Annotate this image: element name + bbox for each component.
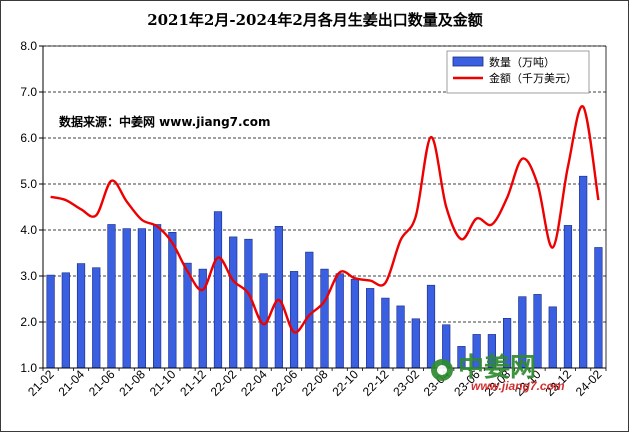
bar [92, 267, 101, 369]
bar [411, 318, 420, 369]
x-tick-label: 23-02 [390, 367, 422, 399]
line-series [50, 105, 600, 334]
bar [183, 262, 192, 369]
x-tick-label: 21-12 [177, 367, 209, 399]
bar [548, 306, 557, 369]
y-tick-label: 4.0 [20, 223, 37, 237]
x-tick-label: 24-02 [573, 367, 605, 399]
bar [320, 268, 329, 369]
bar [137, 228, 147, 369]
bar [381, 297, 390, 369]
source-note: 数据来源：中姜网 www.jiang7.com [59, 114, 270, 129]
chart-title: 2021年2月-2024年2月各月生姜出口数量及金额 [147, 11, 483, 29]
x-tick-label: 22-06 [269, 367, 301, 399]
x-tick-label: 22-12 [360, 367, 392, 399]
bar [168, 232, 177, 369]
y-axis-ticks: 1.0 2.0 3.0 4.0 5.0 6.0 7.0 8.0 [20, 39, 43, 375]
bar [563, 225, 573, 369]
x-tick-label: 22-10 [329, 367, 361, 399]
bar [244, 238, 253, 369]
bar [153, 224, 162, 369]
y-tick-label: 3.0 [20, 269, 37, 283]
bars-series [46, 175, 603, 369]
bar [213, 211, 223, 369]
watermark-url: www.jiang7.com [471, 379, 565, 393]
bar [426, 284, 436, 369]
bar [229, 236, 238, 369]
bar [107, 224, 116, 369]
x-tick-label: 21-08 [116, 367, 148, 399]
bar [579, 175, 588, 369]
legend-label-amount: 金额（千万美元） [489, 71, 577, 85]
bar [366, 288, 375, 369]
bar [335, 273, 344, 369]
bar [274, 226, 283, 369]
bar [61, 272, 70, 369]
x-tick-label: 22-04 [238, 367, 270, 399]
x-tick-label: 21-10 [147, 367, 179, 399]
bar [122, 228, 131, 369]
axes [42, 45, 607, 369]
y-tick-label: 6.0 [20, 131, 37, 145]
legend: 数量（万吨） 金额（千万美元） [446, 50, 590, 94]
bar [350, 278, 360, 369]
y-tick-label: 2.0 [20, 315, 37, 329]
y-tick-label: 1.0 [20, 361, 37, 375]
amount-line [50, 105, 600, 334]
y-tick-label: 8.0 [20, 39, 37, 53]
bar [289, 271, 299, 369]
x-tick-label: 21-04 [56, 367, 88, 399]
x-tick-label: 22-08 [299, 367, 331, 399]
watermark-brand: 中姜网 [458, 352, 536, 383]
watermark: 中姜网 www.jiang7.com [431, 352, 565, 393]
bar [396, 305, 405, 369]
watermark-logo-dot [437, 365, 447, 375]
legend-swatch-bar [452, 56, 484, 67]
y-tick-label: 7.0 [20, 85, 37, 99]
x-tick-label: 22-02 [208, 367, 240, 399]
bar [305, 251, 314, 369]
bar [594, 247, 603, 369]
legend-label-quantity: 数量（万吨） [489, 56, 555, 69]
bar [76, 263, 86, 369]
y-tick-label: 5.0 [20, 177, 37, 191]
x-tick-label: 21-06 [86, 367, 118, 399]
bar [46, 274, 55, 369]
